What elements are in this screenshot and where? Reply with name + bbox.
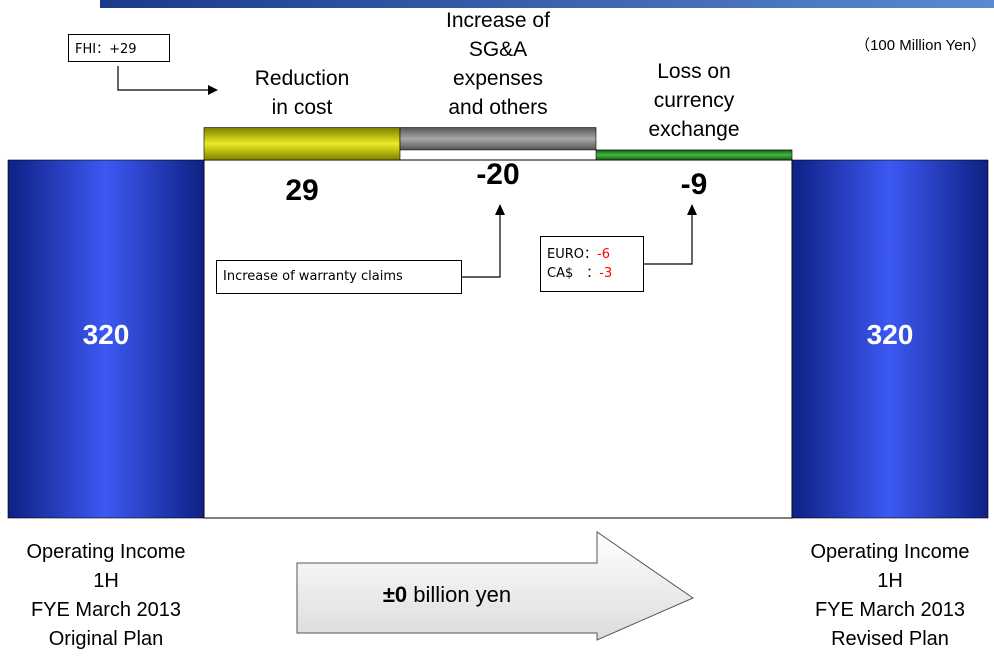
annotation-box: FHI：+29 — [68, 34, 170, 62]
value-label: 29 — [285, 174, 319, 207]
change-value: ±0 — [382, 582, 408, 607]
arrowhead — [495, 204, 505, 215]
change-label: ±0 billion yen — [297, 582, 597, 608]
category-label: Increase of SG&A expenses and others — [446, 8, 550, 119]
arrowhead — [208, 85, 218, 95]
category-label: Loss on currency exchange — [648, 59, 740, 141]
annotation-box: Increase of warranty claims — [216, 260, 462, 294]
change-arrow — [296, 531, 695, 641]
value-label: -9 — [680, 168, 708, 201]
breakdown-label: EURO： — [547, 247, 597, 262]
unit-label: （100 Million Yen） — [855, 37, 986, 54]
connector — [462, 215, 501, 278]
breakdown-label: CA$ ： — [547, 266, 600, 281]
bar — [791, 159, 989, 519]
connectors — [117, 66, 693, 278]
plot-frame — [203, 159, 793, 519]
annotation: FHI：+29 — [75, 42, 137, 57]
category-label: Operating Income 1H FYE March 2013 Revis… — [810, 541, 970, 650]
bar — [7, 159, 205, 519]
category-label: Operating Income 1H FYE March 2013 Origi… — [26, 541, 186, 650]
change-text: billion yen — [413, 582, 512, 607]
arrowhead — [687, 204, 697, 215]
annotation: Increase of warranty claims — [223, 269, 403, 284]
bar — [595, 149, 793, 161]
annotation-box: EURO：-6 CA$ ：-3 — [540, 236, 644, 292]
connector — [644, 215, 693, 265]
breakdown-value: -3 — [599, 266, 613, 281]
category-label: Reduction in cost — [254, 66, 350, 119]
value-label: -20 — [476, 157, 520, 191]
breakdown-value: -6 — [597, 247, 610, 262]
bar — [203, 127, 401, 161]
connector — [117, 66, 208, 91]
header-bar — [100, 0, 994, 8]
value-label: 320 — [866, 319, 914, 350]
value-label: 320 — [82, 319, 130, 350]
breakdown-row: CA$ ：-3 — [547, 264, 637, 283]
breakdown-row: EURO：-6 — [547, 245, 637, 264]
bar — [399, 127, 597, 151]
